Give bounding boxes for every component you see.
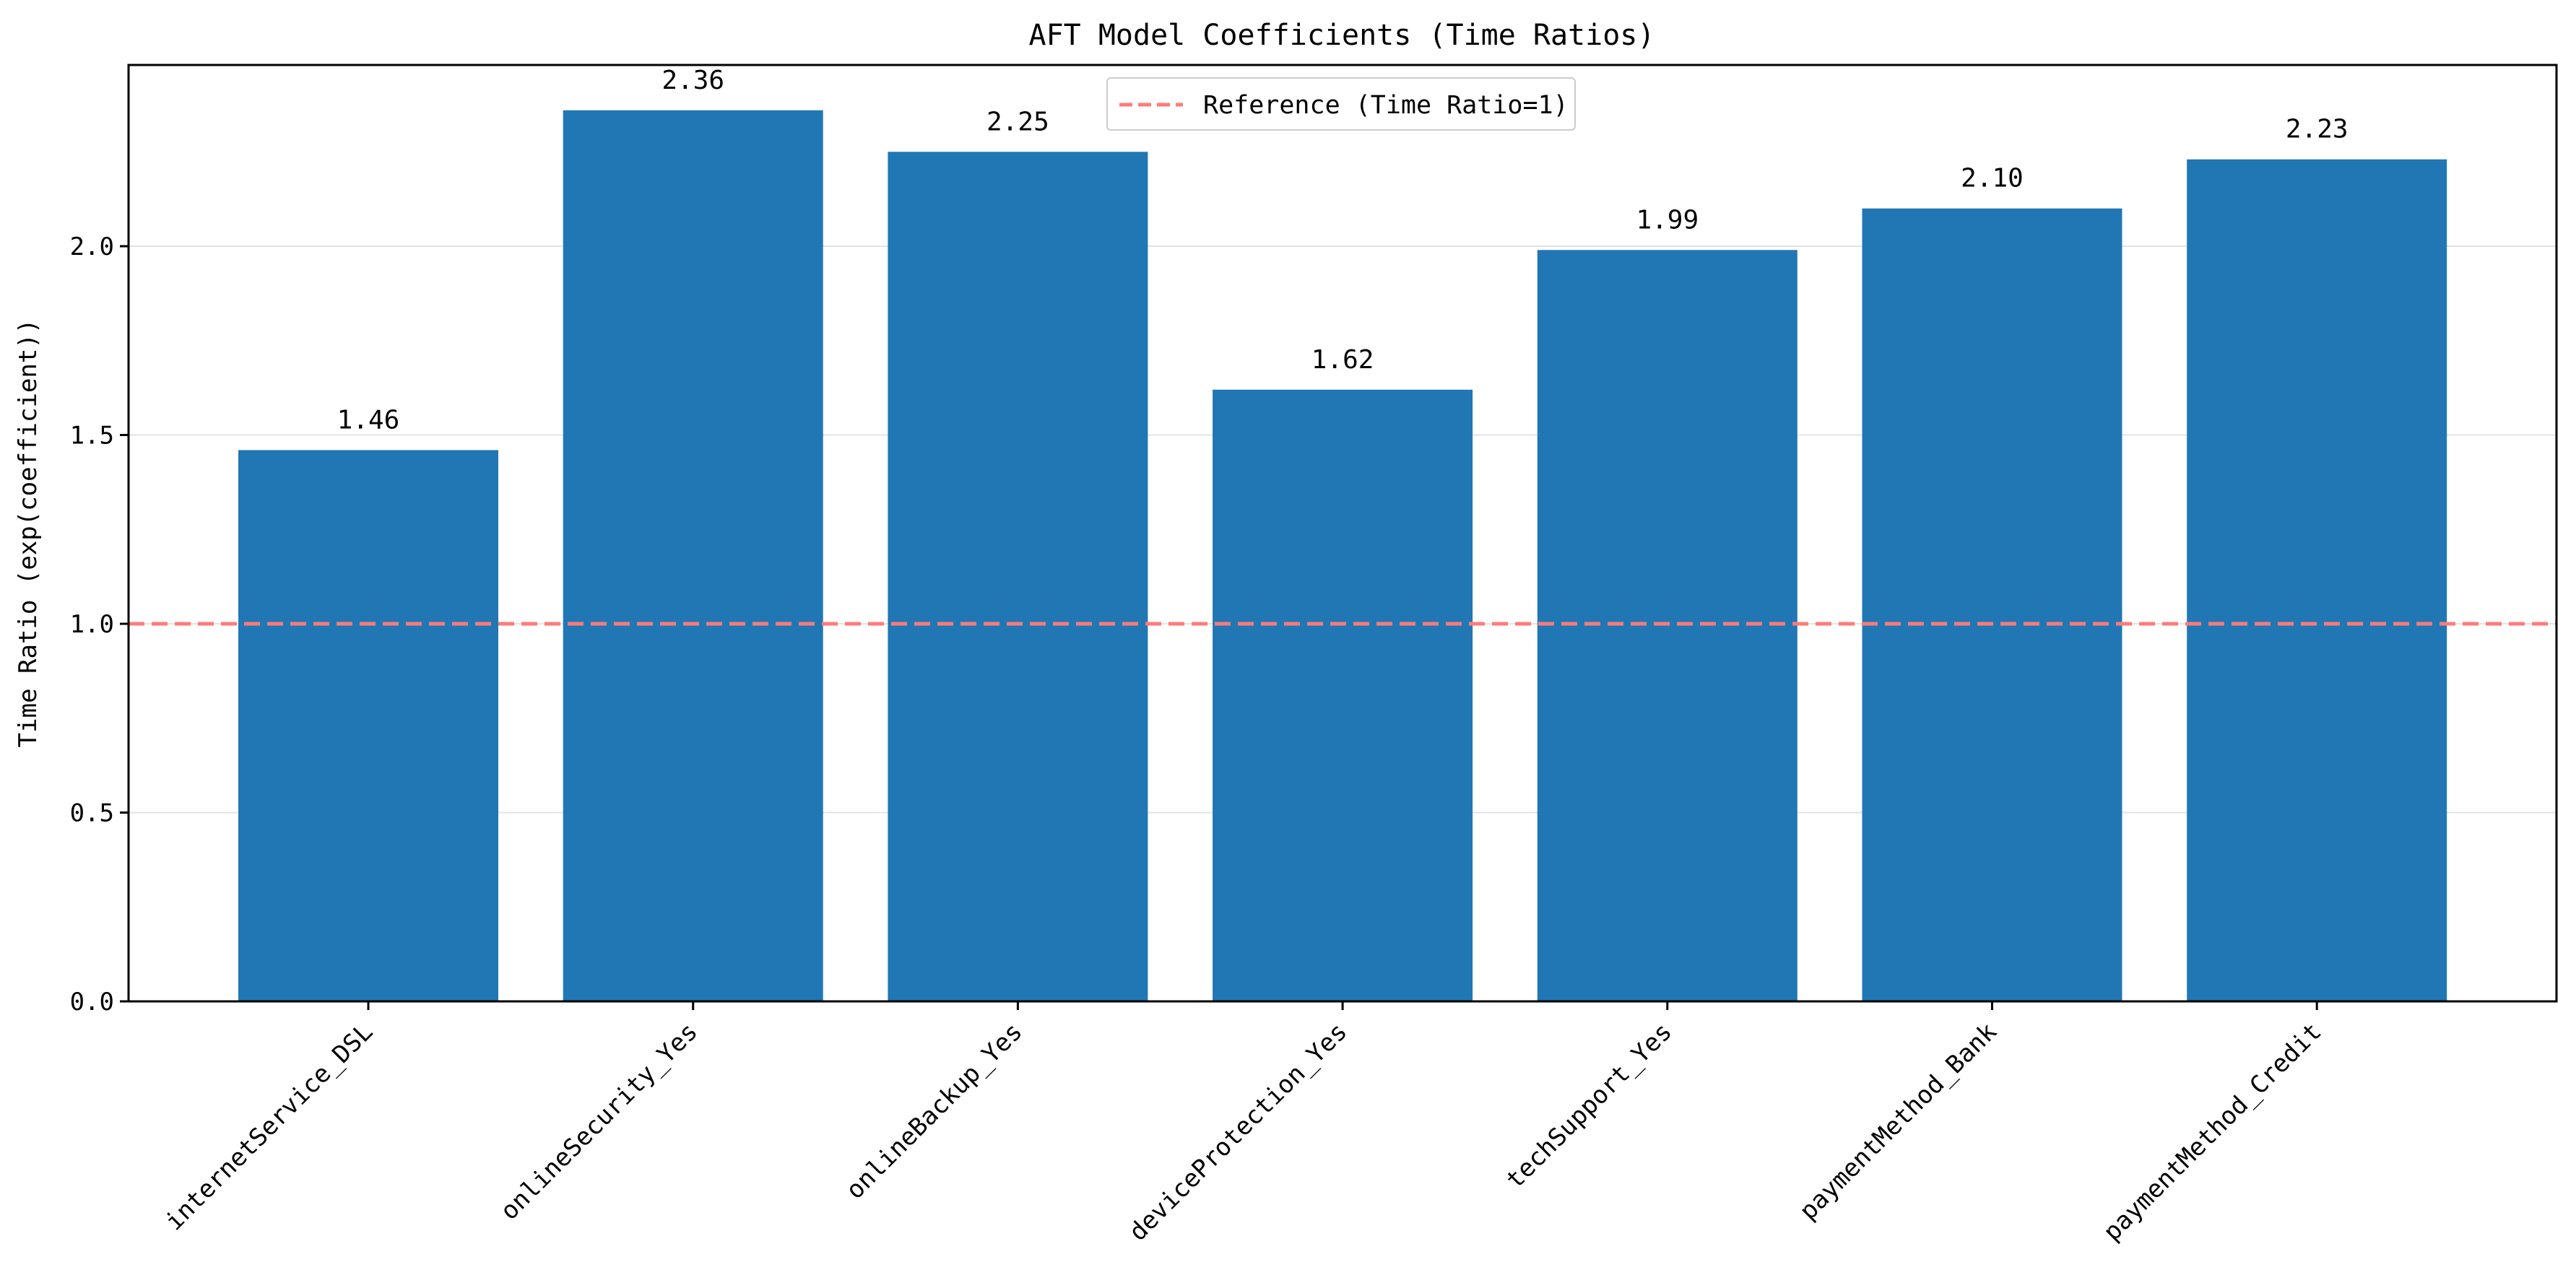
bar-techSupport_Yes — [1537, 250, 1797, 1001]
legend: Reference (Time Ratio=1) — [1106, 77, 1576, 131]
x-tick-label: techSupport_Yes — [1501, 1017, 1678, 1194]
data-label: 2.23 — [2286, 115, 2349, 144]
bar-onlineSecurity_Yes — [563, 110, 823, 1002]
bar-paymentMethod_Bank — [1862, 208, 2122, 1001]
x-tick-label: paymentMethod_Bank — [1794, 1017, 2003, 1226]
x-tick-label: onlineBackup_Yes — [841, 1017, 1028, 1205]
data-label: 2.10 — [1961, 164, 2024, 193]
bar-deviceProtection_Yes — [1213, 389, 1473, 1001]
y-tick-label: 2.0 — [70, 232, 114, 261]
data-label: 2.25 — [986, 107, 1049, 136]
bar-onlineBackup_Yes — [888, 152, 1148, 1002]
y-tick-label: 0.0 — [70, 988, 114, 1017]
data-label: 1.99 — [1636, 205, 1699, 235]
data-label: 1.62 — [1311, 345, 1374, 375]
data-label: 1.46 — [337, 405, 400, 435]
legend-box — [1106, 77, 1576, 131]
data-label: 2.36 — [662, 66, 724, 95]
x-tick-label: paymentMethod_Credit — [2098, 1017, 2328, 1247]
y-axis-ticks: 0.0 0.5 1.0 1.5 2.0 — [70, 232, 129, 1017]
bar-paymentMethod_Credit — [2187, 159, 2447, 1001]
x-tick-label: internetService_DSL — [160, 1017, 378, 1236]
x-axis-ticks: internetService_DSL onlineSecurity_Yes onl… — [160, 1001, 2328, 1247]
data-labels: 1.46 2.36 2.25 1.62 1.99 2.10 2.23 — [337, 66, 2349, 435]
bar-internetService_DSL — [238, 450, 498, 1001]
x-tick-label: deviceProtection_Yes — [1124, 1017, 1353, 1247]
y-tick-label: 1.5 — [70, 422, 114, 451]
chart-title: AFT Model Coefficients (Time Ratios) — [1029, 19, 1655, 52]
y-tick-label: 0.5 — [70, 799, 114, 828]
y-tick-label: 1.0 — [70, 610, 114, 639]
x-tick-label: onlineSecurity_Yes — [495, 1017, 703, 1226]
bars — [238, 110, 2447, 1002]
y-axis-label: Time Ratio (exp(coefficient)) — [14, 319, 43, 748]
legend-entry-reference: Reference (Time Ratio=1) — [1203, 91, 1569, 120]
